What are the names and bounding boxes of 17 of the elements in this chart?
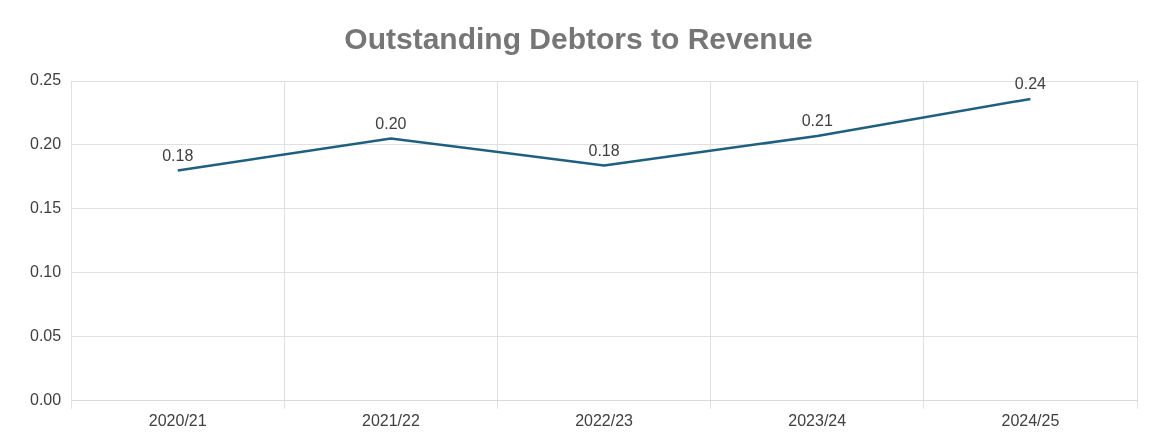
y-tick-label: 0.20 bbox=[30, 135, 62, 153]
data-label: 0.18 bbox=[162, 146, 194, 164]
x-tick-label: 2021/22 bbox=[361, 411, 420, 429]
data-label: 0.24 bbox=[1014, 75, 1047, 93]
y-tick-label: 0.00 bbox=[30, 391, 62, 409]
y-tick-label: 0.15 bbox=[30, 199, 62, 217]
chart-title: Outstanding Debtors to Revenue bbox=[344, 22, 813, 56]
y-tick-label: 0.05 bbox=[30, 327, 62, 345]
x-tick-label: 2024/25 bbox=[1001, 411, 1060, 429]
x-tick-label: 2022/23 bbox=[575, 411, 634, 429]
data-label: 0.18 bbox=[588, 141, 620, 159]
data-label: 0.21 bbox=[801, 112, 833, 130]
y-tick-label: 0.25 bbox=[30, 71, 62, 89]
x-tick-label: 2023/24 bbox=[788, 411, 847, 429]
y-tick-label: 0.10 bbox=[30, 263, 62, 281]
data-label: 0.20 bbox=[375, 114, 407, 132]
x-tick-label: 2020/21 bbox=[148, 411, 207, 429]
